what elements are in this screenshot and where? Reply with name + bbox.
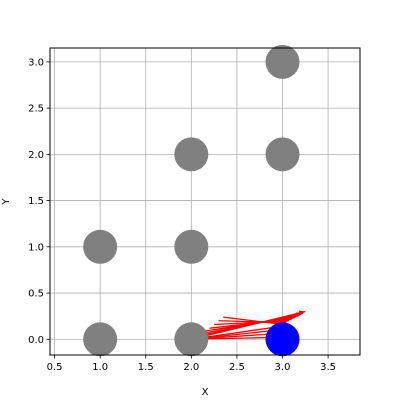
data-point <box>174 229 209 264</box>
data-point <box>265 137 300 172</box>
x-tick-label: 2.5 <box>229 362 245 373</box>
y-tick-label: 3.0 <box>28 57 44 68</box>
arrow-shaft <box>214 320 289 326</box>
data-point <box>174 137 209 172</box>
x-tick-label: 1.0 <box>92 362 108 373</box>
y-tick-label: 2.0 <box>28 150 44 161</box>
y-tick-label: 0.0 <box>28 335 44 346</box>
y-tick-label: 0.5 <box>28 289 44 300</box>
x-axis-label: X <box>202 387 209 398</box>
data-point <box>265 44 300 79</box>
arrow-shaft <box>218 320 287 324</box>
x-tick-label: 0.5 <box>47 362 63 373</box>
y-tick-label: 1.5 <box>28 196 44 207</box>
x-tick-label: 3.0 <box>275 362 291 373</box>
data-point <box>83 322 118 357</box>
point-layer <box>83 44 300 357</box>
x-tick-label: 1.5 <box>138 362 154 373</box>
arrow-shaft <box>223 316 284 326</box>
arrow-shaft <box>209 318 292 329</box>
y-axis-label: Y <box>1 198 12 206</box>
data-point <box>83 229 118 264</box>
ticks: 0.5 1.0 1.5 2.0 2.5 3.0 3.5 0.0 0.5 1.0 1.5 2.0 2.5 3… <box>28 57 336 373</box>
data-point <box>265 322 300 357</box>
y-tick-label: 2.5 <box>28 104 44 115</box>
plot-frame <box>49 47 361 356</box>
data-point <box>174 322 209 357</box>
x-tick-label: 3.5 <box>320 362 336 373</box>
y-tick-label: 1.0 <box>28 242 44 253</box>
x-tick-label: 2.0 <box>183 362 199 373</box>
